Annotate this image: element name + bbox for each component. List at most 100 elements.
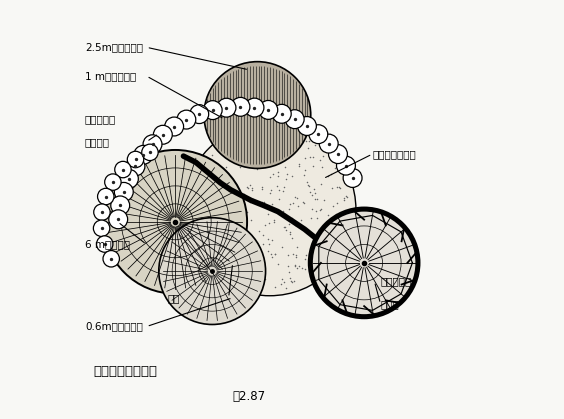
Point bbox=[240, 162, 249, 168]
Point bbox=[327, 218, 336, 225]
Point bbox=[280, 137, 289, 144]
Point bbox=[257, 273, 266, 279]
Point bbox=[239, 191, 248, 197]
Point bbox=[218, 219, 227, 225]
Point bbox=[215, 236, 224, 243]
Circle shape bbox=[105, 174, 121, 190]
Point bbox=[280, 223, 289, 230]
Point bbox=[214, 264, 223, 271]
Point bbox=[229, 264, 238, 271]
Point bbox=[259, 163, 268, 170]
Point bbox=[250, 245, 259, 252]
Point bbox=[209, 177, 218, 184]
Circle shape bbox=[142, 144, 158, 160]
Point bbox=[246, 217, 255, 224]
Point bbox=[288, 172, 297, 179]
Point bbox=[241, 141, 250, 148]
Text: 1 m高常绿灌木: 1 m高常绿灌木 bbox=[85, 71, 136, 81]
Point bbox=[286, 200, 295, 207]
Point bbox=[238, 273, 247, 279]
Point bbox=[201, 202, 210, 209]
Point bbox=[259, 241, 268, 247]
Point bbox=[332, 234, 341, 241]
Point bbox=[239, 132, 248, 139]
Point bbox=[283, 170, 292, 177]
Point bbox=[316, 266, 325, 273]
Point bbox=[309, 153, 318, 160]
Point bbox=[191, 181, 200, 188]
Point bbox=[319, 153, 328, 159]
Circle shape bbox=[319, 134, 338, 153]
Point bbox=[316, 180, 325, 187]
Point bbox=[219, 176, 228, 183]
Point bbox=[266, 150, 275, 157]
Point bbox=[271, 283, 280, 290]
Circle shape bbox=[190, 105, 209, 124]
Point bbox=[329, 203, 338, 210]
Point bbox=[297, 217, 306, 223]
Point bbox=[208, 197, 217, 203]
Point bbox=[227, 262, 236, 269]
Point bbox=[222, 233, 231, 240]
Point bbox=[268, 237, 277, 243]
Text: 6 m高常绿树: 6 m高常绿树 bbox=[85, 239, 130, 249]
Point bbox=[273, 261, 282, 267]
Point bbox=[272, 134, 281, 140]
Point bbox=[205, 239, 214, 246]
Circle shape bbox=[159, 218, 266, 324]
Point bbox=[259, 231, 268, 238]
Point bbox=[309, 185, 318, 192]
Circle shape bbox=[177, 110, 196, 129]
Point bbox=[243, 246, 252, 252]
Point bbox=[234, 138, 243, 145]
Point bbox=[284, 251, 293, 258]
Circle shape bbox=[126, 157, 145, 176]
Circle shape bbox=[120, 169, 138, 188]
Point bbox=[320, 197, 329, 203]
Point bbox=[302, 179, 311, 186]
Point bbox=[194, 200, 203, 207]
Point bbox=[231, 202, 240, 209]
Point bbox=[221, 265, 230, 272]
Point bbox=[213, 204, 222, 210]
Point bbox=[305, 182, 314, 189]
Point bbox=[255, 228, 264, 234]
Circle shape bbox=[103, 150, 247, 294]
Point bbox=[218, 176, 227, 183]
Point bbox=[205, 221, 214, 228]
Text: 常绿和落叶: 常绿和落叶 bbox=[85, 114, 116, 124]
Point bbox=[255, 139, 264, 146]
Point bbox=[290, 222, 299, 229]
Text: 地被: 地被 bbox=[167, 293, 179, 303]
Point bbox=[267, 253, 276, 260]
Point bbox=[200, 166, 209, 173]
Text: 庭荫树用于: 庭荫树用于 bbox=[381, 277, 412, 286]
Point bbox=[230, 236, 239, 243]
Point bbox=[319, 244, 328, 251]
Point bbox=[328, 185, 337, 191]
Point bbox=[259, 199, 268, 205]
Point bbox=[211, 243, 220, 250]
Point bbox=[331, 165, 340, 171]
Point bbox=[252, 250, 261, 256]
Point bbox=[223, 175, 232, 181]
Point bbox=[281, 175, 290, 182]
Circle shape bbox=[204, 62, 311, 168]
Point bbox=[302, 251, 311, 258]
Point bbox=[288, 200, 297, 207]
Point bbox=[233, 204, 242, 211]
Point bbox=[284, 263, 293, 270]
Point bbox=[323, 172, 332, 179]
Point bbox=[257, 270, 266, 277]
Point bbox=[295, 161, 304, 168]
Point bbox=[290, 194, 299, 201]
Point bbox=[209, 217, 218, 224]
Point bbox=[203, 182, 212, 189]
Point bbox=[293, 244, 302, 251]
Point bbox=[324, 212, 333, 218]
Point bbox=[315, 156, 324, 163]
Point bbox=[291, 146, 300, 153]
Point bbox=[330, 223, 339, 230]
Point bbox=[270, 216, 279, 223]
Point bbox=[302, 138, 311, 145]
